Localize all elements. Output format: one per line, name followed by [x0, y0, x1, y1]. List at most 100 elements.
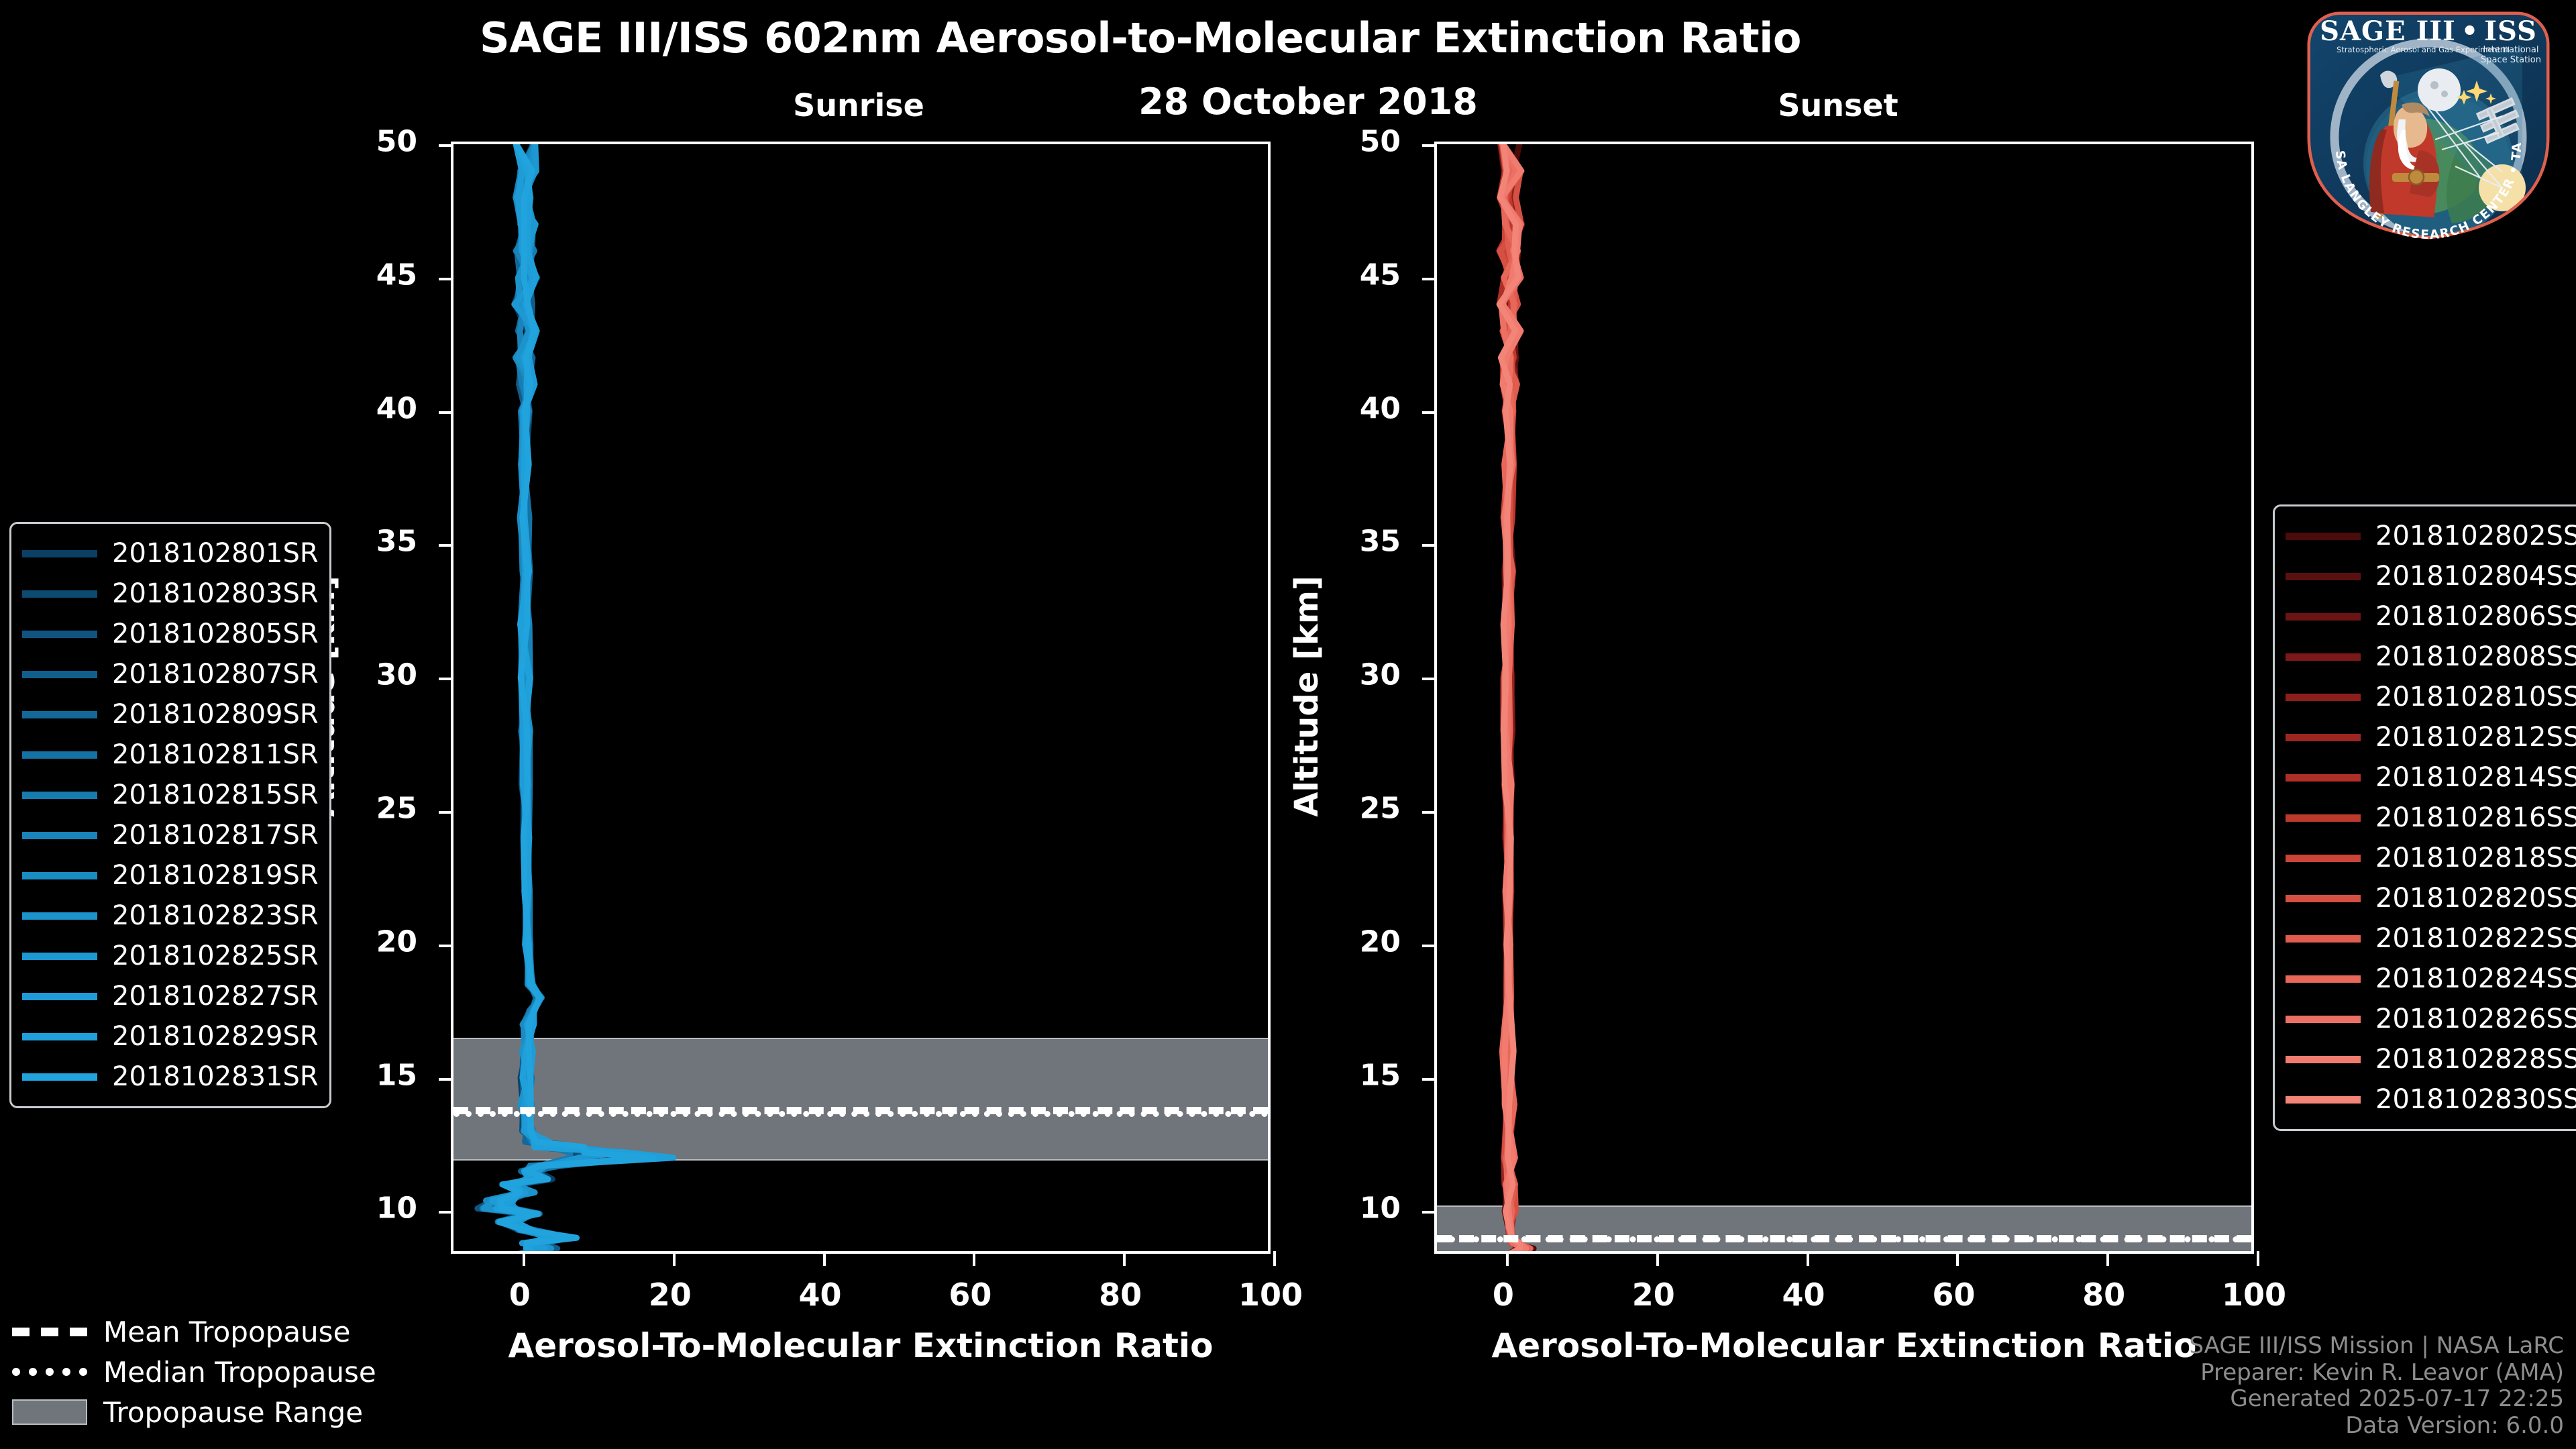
patch-subtitle-right-2: Space Station	[2481, 55, 2541, 65]
legend-item-2018102830ss[interactable]: 2018102830SS	[2286, 1079, 2576, 1120]
tropopause-range-band	[1437, 1205, 2251, 1251]
legend-sunrise-events[interactable]: 2018102801SR 2018102803SR 2018102805SR 2018…	[9, 522, 331, 1108]
footer-credits: SAGE III/ISS Mission | NASA LaRC Prepare…	[2189, 1332, 2564, 1440]
profile-trace	[478, 144, 600, 1251]
y-tick-label: 25	[376, 791, 417, 826]
legend-item-2018102831sr[interactable]: 2018102831SR	[22, 1057, 319, 1097]
panel-caption-sunset: Sunset	[1778, 87, 1898, 123]
y-tick-label: 35	[1359, 524, 1401, 559]
legend-color-swatch	[22, 871, 97, 879]
legend-item-2018102803sr[interactable]: 2018102803SR	[22, 574, 319, 614]
legend-label: 2018102811SR	[112, 739, 319, 770]
legend-color-swatch	[22, 630, 97, 638]
x-tick	[1505, 1251, 1509, 1266]
y-tick-label: 50	[1359, 124, 1401, 159]
legend-color-swatch	[22, 952, 97, 960]
x-tick-label: 40	[1782, 1277, 1825, 1313]
median-tropopause-line	[1437, 1236, 2251, 1243]
legend-color-swatch	[22, 670, 97, 678]
dotted-line-icon	[12, 1368, 87, 1376]
patch-subtitle-right-1: International	[2483, 45, 2539, 55]
x-tick-label: 40	[798, 1277, 842, 1313]
legend-label: 2018102817SR	[112, 820, 319, 851]
legend-color-swatch	[22, 912, 97, 920]
profile-traces-sunrise	[474, 144, 677, 1251]
profile-trace	[483, 144, 647, 1251]
legend-item-2018102814ss[interactable]: 2018102814SS	[2286, 757, 2576, 798]
legend-item-2018102811sr[interactable]: 2018102811SR	[22, 735, 319, 775]
profile-trace	[1496, 144, 1523, 1251]
y-tick	[1422, 678, 1437, 681]
legend-label: 2018102822SS	[2375, 923, 2576, 954]
plot-area-sunset	[1422, 142, 2259, 1266]
legend-label: 2018102807SR	[112, 659, 319, 690]
legend-item-2018102806ss[interactable]: 2018102806SS	[2286, 596, 2576, 637]
legend-item-2018102829sr[interactable]: 2018102829SR	[22, 1016, 319, 1057]
y-tick-label: 45	[376, 258, 417, 292]
legend-color-swatch	[2286, 814, 2361, 822]
legend-item-2018102808ss[interactable]: 2018102808SS	[2286, 637, 2576, 677]
date-subtitle: 28 October 2018	[1138, 80, 1478, 123]
legend-item-2018102823sr[interactable]: 2018102823SR	[22, 896, 319, 936]
x-axis-label-sunset: Aerosol-To-Molecular Extinction Ratio	[1491, 1326, 2197, 1365]
legend-item-2018102801sr[interactable]: 2018102801SR	[22, 533, 319, 574]
sage3-iss-mission-patch-logo: SAGE III • ISS Stratospheric Aerosol and G…	[2301, 5, 2550, 241]
legend-color-swatch	[22, 549, 97, 557]
legend-item-2018102804ss[interactable]: 2018102804SS	[2286, 556, 2576, 596]
legend-color-swatch	[22, 992, 97, 1000]
x-tick	[1656, 1251, 1659, 1266]
legend-item-2018102805sr[interactable]: 2018102805SR	[22, 614, 319, 654]
legend-label: 2018102824SS	[2375, 963, 2576, 994]
legend-label: 2018102816SS	[2375, 802, 2576, 833]
legend-label: 2018102826SS	[2375, 1004, 2576, 1034]
legend-item-2018102827sr[interactable]: 2018102827SR	[22, 976, 319, 1016]
legend-label: 2018102823SR	[112, 900, 319, 931]
y-tick-label: 20	[376, 924, 417, 959]
legend-sunset-events[interactable]: 2018102802SS 2018102804SS 2018102806SS 2018…	[2273, 504, 2576, 1131]
y-tick	[439, 678, 453, 681]
x-tick	[822, 1251, 826, 1266]
y-tick-label: 30	[376, 657, 417, 692]
plot-area-sunrise	[439, 142, 1276, 1266]
legend-color-swatch	[2286, 532, 2361, 540]
legend-color-swatch	[2286, 894, 2361, 902]
legend-item-2018102817sr[interactable]: 2018102817SR	[22, 815, 319, 855]
x-tick	[973, 1251, 976, 1266]
legend-item-2018102807sr[interactable]: 2018102807SR	[22, 654, 319, 694]
x-tick	[2106, 1251, 2110, 1266]
legend-item-2018102815sr[interactable]: 2018102815SR	[22, 775, 319, 815]
y-tick	[439, 411, 453, 414]
atlas-figure-icon	[2369, 70, 2440, 218]
legend-label: 2018102808SS	[2375, 641, 2576, 672]
x-axis-label-sunrise: Aerosol-To-Molecular Extinction Ratio	[508, 1326, 1214, 1365]
legend-item-2018102824ss[interactable]: 2018102824SS	[2286, 959, 2576, 999]
legend-item-2018102820ss[interactable]: 2018102820SS	[2286, 878, 2576, 918]
legend-item-2018102818ss[interactable]: 2018102818SS	[2286, 838, 2576, 878]
legend-item-2018102802ss[interactable]: 2018102802SS	[2286, 516, 2576, 556]
legend-item-2018102828ss[interactable]: 2018102828SS	[2286, 1039, 2576, 1079]
legend-label: 2018102801SR	[112, 538, 319, 569]
legend-item-2018102826ss[interactable]: 2018102826SS	[2286, 999, 2576, 1039]
legend-label: 2018102827SR	[112, 981, 319, 1012]
legend-item-2018102819sr[interactable]: 2018102819SR	[22, 855, 319, 896]
y-tick	[439, 1211, 453, 1214]
x-tick-label: 60	[949, 1277, 992, 1313]
patch-title: SAGE III • ISS	[2320, 15, 2537, 47]
legend-item-2018102812ss[interactable]: 2018102812SS	[2286, 717, 2576, 757]
legend-item-2018102809sr[interactable]: 2018102809SR	[22, 694, 319, 735]
y-tick	[1422, 144, 1437, 147]
y-tick	[1422, 277, 1437, 280]
legend-label: 2018102830SS	[2375, 1084, 2576, 1115]
y-tick-label: 40	[1359, 391, 1401, 426]
footer-line-generated: Generated 2025-07-17 22:25	[2230, 1385, 2564, 1413]
legend-label: 2018102815SR	[112, 780, 319, 810]
legend-item-2018102810ss[interactable]: 2018102810SS	[2286, 677, 2576, 717]
iss-icon	[2475, 97, 2520, 144]
legend-item-2018102825sr[interactable]: 2018102825SR	[22, 936, 319, 976]
legend-item-2018102816ss[interactable]: 2018102816SS	[2286, 798, 2576, 838]
footer-line-data-version: Data Version: 6.0.0	[2345, 1412, 2564, 1440]
y-tick	[439, 1077, 453, 1081]
legend-label: 2018102812SS	[2375, 722, 2576, 753]
legend-item-2018102822ss[interactable]: 2018102822SS	[2286, 918, 2576, 959]
legend-label-tropopause-range: Tropopause Range	[103, 1395, 364, 1429]
